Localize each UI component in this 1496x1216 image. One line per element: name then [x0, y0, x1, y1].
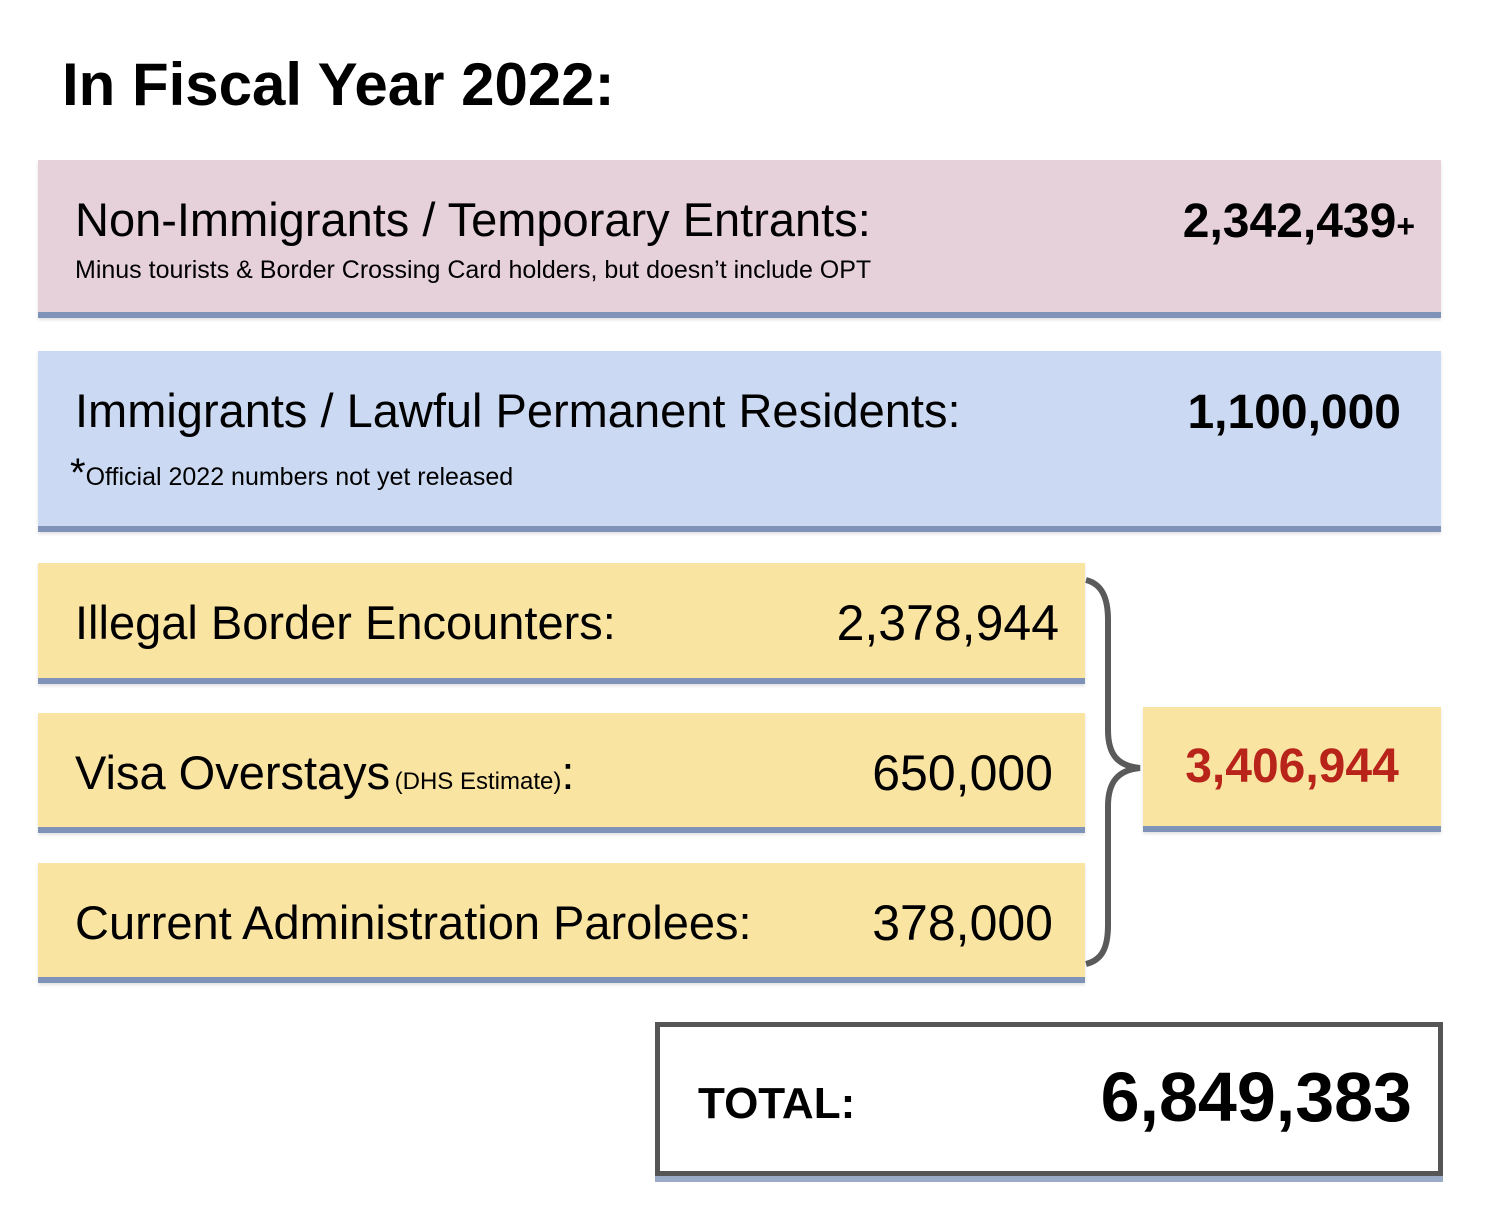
illegal-border-box: Illegal Border Encounters: 2,378,944 [38, 563, 1085, 684]
parolees-box: Current Administration Parolees: 378,000 [38, 863, 1085, 983]
immigrants-note: Official 2022 numbers not yet released [85, 463, 514, 491]
visa-overstays-label: Visa Overstays [75, 746, 391, 799]
immigrants-label: Immigrants / Lawful Permanent Residents: [75, 384, 961, 437]
brace-icon [1085, 577, 1141, 967]
immigrants-note-wrap: *Official 2022 numbers not yet released [70, 451, 513, 496]
non-immigrants-value-wrap: 2,342,439+ [1183, 194, 1415, 249]
visa-overstays-label-wrap: Visa Overstays (DHS Estimate): [75, 745, 574, 800]
visa-overstays-sublabel: (DHS Estimate) [394, 768, 562, 795]
asterisk: * [70, 451, 86, 495]
visa-overstays-colon: : [561, 746, 575, 799]
visa-overstays-value: 650,000 [872, 745, 1053, 801]
total-label: TOTAL: [698, 1079, 856, 1128]
illegal-border-value: 2,378,944 [836, 595, 1059, 651]
parolees-label: Current Administration Parolees: [75, 896, 752, 949]
plus-suffix: + [1396, 208, 1415, 244]
illegal-border-label: Illegal Border Encounters: [75, 596, 616, 649]
non-immigrants-box: Non-Immigrants / Temporary Entrants: Min… [38, 160, 1441, 318]
immigrants-box: Immigrants / Lawful Permanent Residents:… [38, 351, 1441, 532]
non-immigrants-note: Minus tourists & Border Crossing Card ho… [75, 256, 872, 284]
immigrants-value: 1,100,000 [1187, 386, 1401, 439]
visa-overstays-box: Visa Overstays (DHS Estimate): 650,000 [38, 713, 1085, 833]
page-title: In Fiscal Year 2022: [62, 51, 615, 118]
illegal-subtotal-value: 3,406,944 [1185, 740, 1399, 793]
total-box: TOTAL: 6,849,383 [655, 1022, 1443, 1176]
non-immigrants-label: Non-Immigrants / Temporary Entrants: [75, 193, 871, 246]
total-value: 6,849,383 [1100, 1058, 1412, 1136]
parolees-value: 378,000 [872, 895, 1053, 951]
illegal-subtotal-box: 3,406,944 [1143, 707, 1441, 832]
non-immigrants-value: 2,342,439 [1182, 195, 1397, 248]
